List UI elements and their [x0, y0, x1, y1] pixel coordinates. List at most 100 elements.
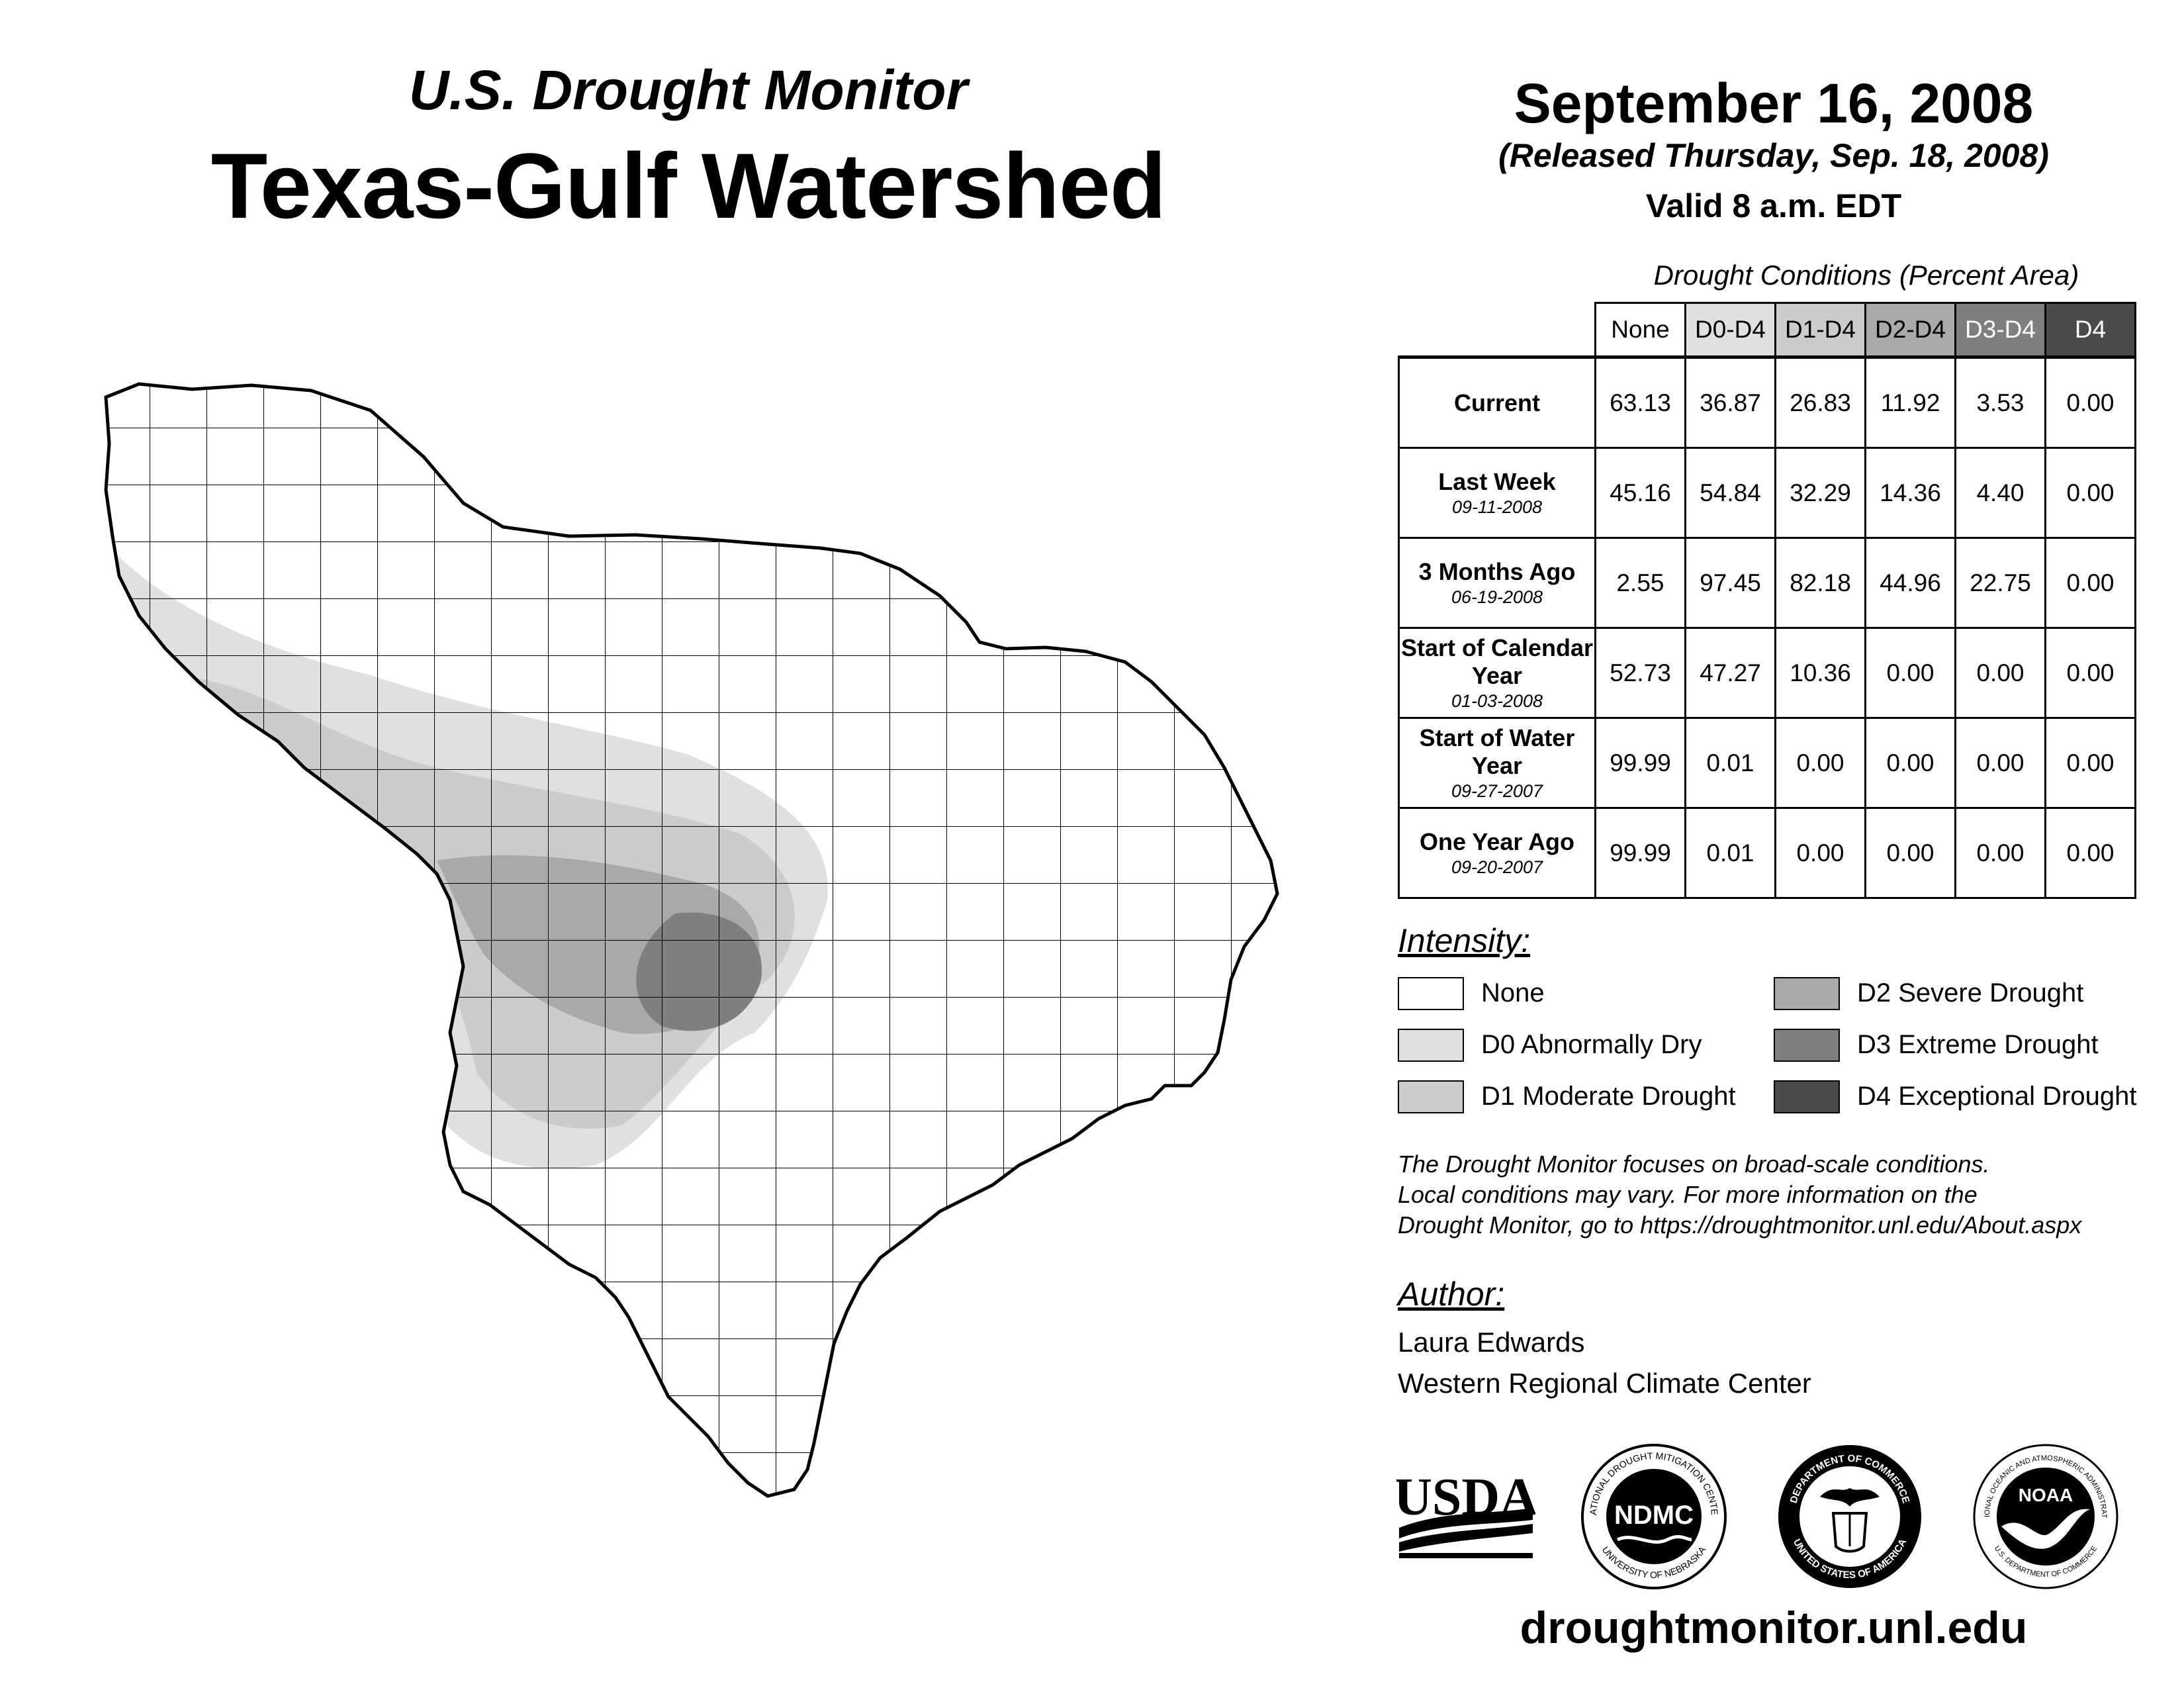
- table-row: Last Week 09-11-2008 45.16 54.84 32.29 14.36 4…: [1398, 447, 2136, 539]
- table-cell: 0.00: [2044, 355, 2136, 449]
- table-cell: 0.00: [1864, 807, 1956, 899]
- row-date: 09-11-2008: [1451, 496, 1543, 517]
- table-cell: 2.55: [1594, 537, 1686, 629]
- table-cell: 0.00: [2044, 627, 2136, 719]
- table-cell: 0.00: [2044, 447, 2136, 539]
- table-cell: 0.00: [2044, 717, 2136, 809]
- valid-time: Valid 8 a.m. EDT: [1645, 187, 1902, 224]
- row-label: Start of Calendar Year: [1400, 633, 1594, 689]
- row-label: 3 Months Ago: [1418, 557, 1576, 585]
- author-heading: Author:: [1398, 1276, 1505, 1313]
- legend-swatch: [1774, 1080, 1840, 1113]
- column-header-d4: D4: [2044, 302, 2136, 358]
- table-cell: 0.01: [1684, 807, 1776, 899]
- note-line: Local conditions may vary. For more info…: [1398, 1181, 1978, 1208]
- footer-website-link[interactable]: droughtmonitor.unl.edu: [1520, 1603, 2028, 1653]
- note-line: The Drought Monitor focuses on broad-sca…: [1398, 1150, 1990, 1178]
- table-cell: 97.45: [1684, 537, 1776, 629]
- column-header-none: None: [1594, 302, 1686, 358]
- note-line: Drought Monitor, go to https://droughtmo…: [1398, 1211, 2082, 1239]
- table-cell: 63.13: [1594, 355, 1686, 449]
- table-row: One Year Ago 09-20-2007 99.99 0.01 0.00 0.00 0…: [1398, 807, 2136, 899]
- table-row: 3 Months Ago 06-19-2008 2.55 97.45 82.18 44.9…: [1398, 537, 2136, 629]
- table-cell: 0.00: [2044, 537, 2136, 629]
- row-label-cell: Current: [1398, 355, 1596, 449]
- column-header-d3-d4: D3-D4: [1954, 302, 2046, 358]
- legend-label: D3 Extreme Drought: [1857, 1030, 2099, 1059]
- table-cell: 47.27: [1684, 627, 1776, 719]
- table-cell: 44.96: [1864, 537, 1956, 629]
- table-cell: 0.00: [1864, 627, 1956, 719]
- table-cell: 36.87: [1684, 355, 1776, 449]
- table-cell: 3.53: [1954, 355, 2046, 449]
- table-cell: 0.00: [1954, 717, 2046, 809]
- svg-text:NDMC: NDMC: [1614, 1501, 1694, 1530]
- map-date: September 16, 2008: [1514, 72, 2034, 134]
- legend-swatch: [1398, 1080, 1464, 1113]
- legend-swatch: [1398, 1029, 1464, 1062]
- drought-stats-table: None D0-D4 D1-D4 D2-D4 D3-D4 D4 Current 6…: [1398, 302, 2136, 899]
- row-label-cell: Start of Calendar Year 01-03-2008: [1398, 627, 1596, 719]
- table-cell: 0.00: [1954, 807, 2046, 899]
- ndmc-logo: NATIONAL DROUGHT MITIGATION CENTER UNIVE…: [1578, 1440, 1727, 1589]
- usda-logo: USDA: [1396, 1468, 1535, 1558]
- table-row: Current 63.13 36.87 26.83 11.92 3.53 0.00: [1398, 355, 2136, 449]
- map-title: Texas-Gulf Watershed: [210, 134, 1167, 238]
- table-cell: 0.00: [1954, 627, 2046, 719]
- map-subtitle: U.S. Drought Monitor: [408, 59, 968, 121]
- column-header-d0-d4: D0-D4: [1684, 302, 1776, 358]
- row-label-cell: 3 Months Ago 06-19-2008: [1398, 537, 1596, 629]
- svg-text:NOAA: NOAA: [2019, 1485, 2073, 1505]
- table-cell: 99.99: [1594, 807, 1686, 899]
- release-date: (Released Thursday, Sep. 18, 2008): [1498, 137, 2049, 174]
- table-cell: 11.92: [1864, 355, 1956, 449]
- row-label-cell: Last Week 09-11-2008: [1398, 447, 1596, 539]
- row-label: Start of Water Year: [1419, 724, 1575, 779]
- table-cell: 0.00: [2044, 807, 2136, 899]
- row-date: 09-27-2007: [1451, 780, 1543, 801]
- row-label: Last Week: [1438, 467, 1556, 495]
- table-cell: 10.36: [1774, 627, 1866, 719]
- table-cell: 14.36: [1864, 447, 1956, 539]
- column-header-d2-d4: D2-D4: [1864, 302, 1956, 358]
- legend-label: D1 Moderate Drought: [1481, 1082, 1736, 1111]
- table-cell: 0.00: [1774, 807, 1866, 899]
- table-cell: 0.01: [1684, 717, 1776, 809]
- legend-swatch: [1774, 1029, 1840, 1062]
- table-row: Start of Calendar Year 01-03-2008 52.73 47.…: [1398, 627, 2136, 719]
- legend-swatch: [1398, 977, 1464, 1010]
- row-label: One Year Ago: [1419, 827, 1575, 855]
- department-of-commerce-seal: DEPARTMENT OF COMMERCE UNITED STATES OF …: [1778, 1445, 1921, 1588]
- row-date: 09-20-2007: [1451, 857, 1543, 877]
- table-cell: 0.00: [1774, 717, 1866, 809]
- row-label-cell: One Year Ago 09-20-2007: [1398, 807, 1596, 899]
- author-name: Laura Edwards: [1398, 1327, 1585, 1358]
- noaa-logo: NATIONAL OCEANIC AND ATMOSPHERIC ADMINIS…: [1970, 1440, 2118, 1589]
- table-cell: 0.00: [1864, 717, 1956, 809]
- table-cell: 54.84: [1684, 447, 1776, 539]
- table-cell: 32.29: [1774, 447, 1866, 539]
- legend-title: Intensity:: [1398, 922, 1531, 959]
- row-label: Current: [1453, 389, 1540, 416]
- row-date: 01-03-2008: [1451, 690, 1543, 711]
- legend-label: None: [1481, 978, 1545, 1008]
- legend-swatch: [1774, 977, 1840, 1010]
- legend-label: D2 Severe Drought: [1857, 978, 2084, 1008]
- table-cell: 22.75: [1954, 537, 2046, 629]
- table-cell: 45.16: [1594, 447, 1686, 539]
- table-cell: 26.83: [1774, 355, 1866, 449]
- table-caption: Drought Conditions (Percent Area): [1653, 259, 2079, 291]
- table-cell: 99.99: [1594, 717, 1686, 809]
- disclaimer-note: The Drought Monitor focuses on broad-sca…: [1398, 1149, 2081, 1241]
- table-row: Start of Water Year 09-27-2007 99.99 0.01 0.…: [1398, 717, 2136, 809]
- legend-label: D0 Abnormally Dry: [1481, 1030, 1702, 1059]
- table-header-row: None D0-D4 D1-D4 D2-D4 D3-D4 D4: [1398, 302, 2136, 359]
- table-cell: 82.18: [1774, 537, 1866, 629]
- watershed-map: [93, 371, 1297, 1549]
- row-date: 06-19-2008: [1451, 586, 1543, 607]
- table-cell: 4.40: [1954, 447, 2046, 539]
- row-label-cell: Start of Water Year 09-27-2007: [1398, 717, 1596, 809]
- table-corner: [1398, 303, 1596, 359]
- legend-label: D4 Exceptional Drought: [1857, 1082, 2137, 1111]
- table-cell: 52.73: [1594, 627, 1686, 719]
